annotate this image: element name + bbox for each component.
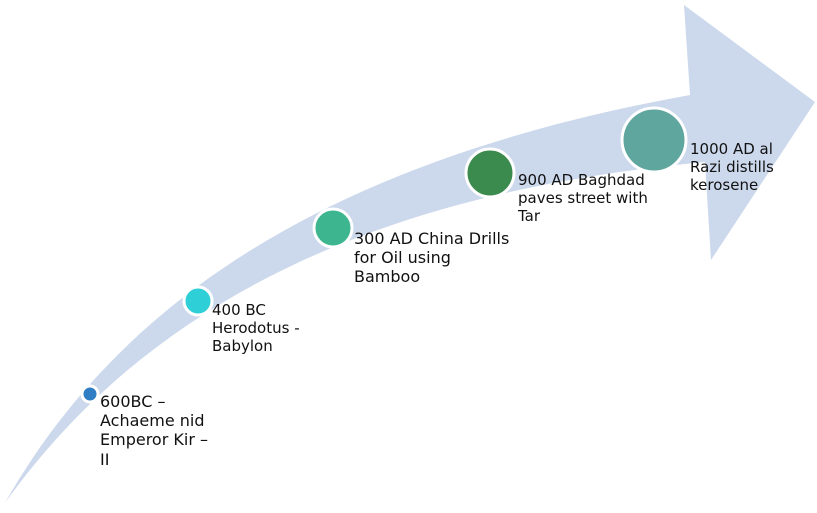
milestone-dot-300ad xyxy=(312,207,354,249)
milestone-dot-1000ad xyxy=(620,106,688,174)
milestone-label-300ad: 300 AD China Drills for Oil using Bamboo xyxy=(354,229,510,287)
milestone-dot-400bc xyxy=(182,285,214,317)
milestone-label-1000ad: 1000 AD al Razi distills kerosene xyxy=(690,140,774,194)
milestone-dot-900ad xyxy=(464,147,516,199)
milestone-label-400bc: 400 BC Herodotus - Babylon xyxy=(212,301,300,355)
curved-arrow xyxy=(5,5,815,503)
milestone-label-900ad: 900 AD Baghdad paves street with Tar xyxy=(518,171,648,225)
milestone-dot-600bc xyxy=(80,384,100,404)
milestone-label-600bc: 600BC – Achaeme nid Emperor Kir – II xyxy=(100,392,208,469)
